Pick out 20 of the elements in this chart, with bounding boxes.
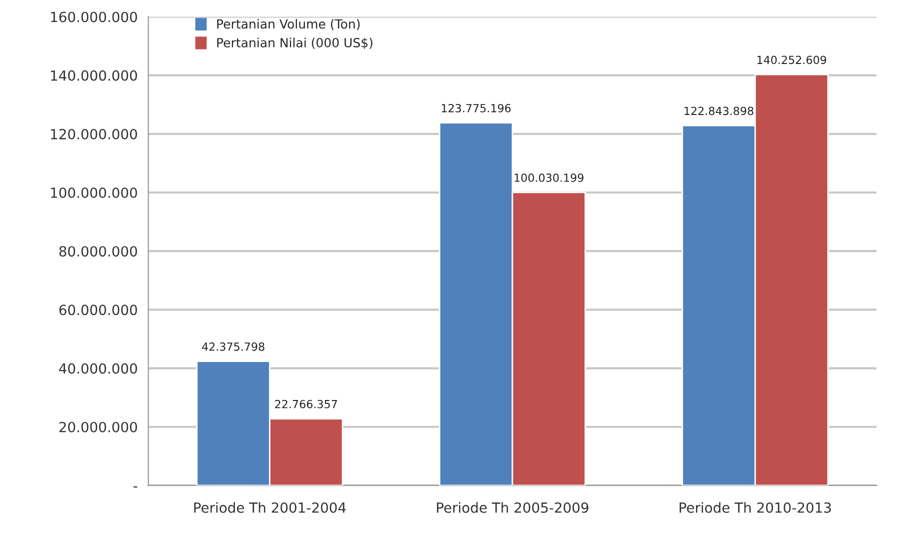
data-label: 22.766.357: [275, 400, 337, 408]
x-tick-label: Periode Th 2010-2013: [680, 502, 831, 513]
x-tick-label: Periode Th 2005-2009: [436, 502, 588, 513]
x-tick-label: Periode Th 2001-2004: [194, 502, 346, 513]
y-tick-label: 80.000.000: [59, 246, 137, 257]
y-tick-label: 100.000.000: [51, 187, 137, 198]
data-label: 140.252.609: [757, 56, 826, 64]
y-tick-label: -: [134, 486, 138, 488]
legend-label: Pertanian Volume (Ton): [217, 18, 360, 30]
y-tick-label: 40.000.000: [59, 363, 137, 374]
y-tick-label: 120.000.000: [51, 128, 137, 140]
data-label: 100.030.199: [514, 174, 584, 182]
y-tick-label: 160.000.000: [51, 12, 137, 22]
data-label: 122.843.898: [684, 106, 754, 116]
y-tick-label: 20.000.000: [59, 422, 137, 432]
y-tick-label: 60.000.000: [59, 304, 137, 316]
y-tick-label: 140.000.000: [51, 70, 137, 81]
data-label: 42.375.798: [202, 342, 264, 351]
legend-label: Pertanian Nilai (000 US$): [217, 38, 372, 50]
data-label: 123.775.196: [442, 104, 511, 112]
